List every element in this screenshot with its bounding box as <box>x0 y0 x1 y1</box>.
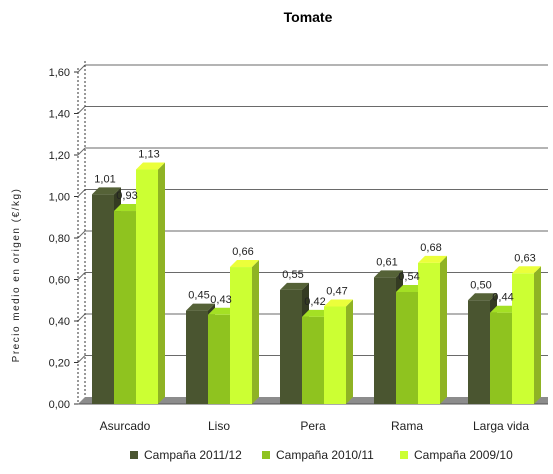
data-label: 0,43 <box>210 294 231 306</box>
bar-top <box>186 303 215 311</box>
bar-front <box>302 316 324 404</box>
gridline-depth <box>77 64 86 73</box>
bar-side <box>440 255 447 404</box>
bar <box>230 260 259 404</box>
bar-front <box>396 291 418 404</box>
gridline-depth <box>77 355 86 363</box>
y-tick-label: 0,80 <box>49 233 70 245</box>
data-label: 0,45 <box>188 290 209 302</box>
bar-front <box>512 273 534 404</box>
legend-label: Campaña 2010/11 <box>276 448 374 462</box>
bar-front <box>208 314 230 404</box>
y-axis-label: Precio medio en origen (€/kg) <box>11 188 22 363</box>
bar-front <box>114 211 136 404</box>
gridline-depth <box>77 272 86 280</box>
gridline-depth <box>77 189 86 197</box>
legend-swatch <box>262 451 270 459</box>
bar-front <box>418 262 440 404</box>
y-tick-label: 1,40 <box>49 109 70 121</box>
bar-top <box>468 293 497 301</box>
bar-front <box>186 310 208 404</box>
bar-front <box>468 300 490 404</box>
legend-swatch <box>130 451 138 459</box>
x-axis: Asurcado Liso Pera Rama Larga vida <box>100 419 530 433</box>
gridline-depth <box>77 106 86 114</box>
bar-top <box>280 282 309 290</box>
data-label: 0,63 <box>514 252 535 264</box>
bar-front <box>136 169 158 404</box>
data-label: 0,42 <box>304 296 325 308</box>
bar-top <box>230 260 259 268</box>
legend-label: Campaña 2009/10 <box>414 448 513 462</box>
bar-front <box>374 277 396 404</box>
bar-front <box>490 312 512 404</box>
category-label: Asurcado <box>100 419 151 433</box>
bar-side <box>534 266 541 404</box>
bar-side <box>158 162 165 404</box>
y-axis: 0,00 0,20 0,40 0,60 0,80 1,00 1,20 1,40 1,60 <box>49 61 86 411</box>
bar-front <box>280 289 302 404</box>
bar-side <box>346 299 353 404</box>
y-tick-label: 1,00 <box>49 192 70 204</box>
bar-top <box>396 284 425 292</box>
data-label: 0,50 <box>470 279 491 291</box>
bar-top <box>512 266 541 274</box>
bar <box>136 162 165 404</box>
bar <box>324 299 353 404</box>
gridline-depth <box>77 147 86 156</box>
bars <box>92 162 541 404</box>
data-labels: 1,010,93 1,13 0,45 0,43 0,66 0,55 0,420,47 0,61… <box>94 149 535 308</box>
data-label: 0,47 <box>326 285 347 297</box>
y-tick-label: 1,60 <box>49 67 70 79</box>
bar-front <box>92 194 114 404</box>
bar-top <box>114 204 143 212</box>
bar-top <box>302 309 331 317</box>
chart-title: Tomate <box>284 9 333 25</box>
y-tick-label: 0,60 <box>49 275 70 287</box>
y-tick-label: 0,00 <box>49 399 70 411</box>
bar-side <box>252 260 259 404</box>
bar-top <box>92 187 121 195</box>
data-label: 0,44 <box>492 292 513 304</box>
bar-front <box>230 267 252 404</box>
category-label: Pera <box>300 419 326 433</box>
gridline-depth <box>77 313 86 322</box>
y-tick-label: 0,20 <box>49 358 70 370</box>
category-label: Liso <box>208 419 230 433</box>
bar-top <box>324 299 353 307</box>
bar-top <box>208 307 237 315</box>
y-tick-label: 0,40 <box>49 316 70 328</box>
gridline-depth <box>77 230 86 239</box>
bar-front <box>324 306 346 404</box>
y-tick-label: 1,20 <box>49 150 70 162</box>
category-label: Rama <box>391 419 423 433</box>
bar <box>418 255 447 404</box>
legend-label: Campaña 2011/12 <box>144 448 242 462</box>
data-label: 0,66 <box>232 246 253 258</box>
data-label: 0,61 <box>376 256 397 268</box>
bar-top <box>374 270 403 278</box>
bar <box>512 266 541 404</box>
legend-swatch <box>400 451 408 459</box>
data-label: 0,55 <box>282 269 303 281</box>
legend: Campaña 2011/12 Campaña 2010/11 Campaña 20… <box>130 448 513 462</box>
category-label: Larga vida <box>473 419 529 433</box>
data-label: 0,54 <box>398 271 419 283</box>
data-label: 1,13 <box>138 149 159 161</box>
data-label: 0,93 <box>116 190 137 202</box>
data-label: 0,68 <box>420 242 441 254</box>
bar-top <box>418 255 447 263</box>
bar-top <box>490 305 519 313</box>
data-label: 1,01 <box>94 173 115 185</box>
bar-top <box>136 162 165 170</box>
